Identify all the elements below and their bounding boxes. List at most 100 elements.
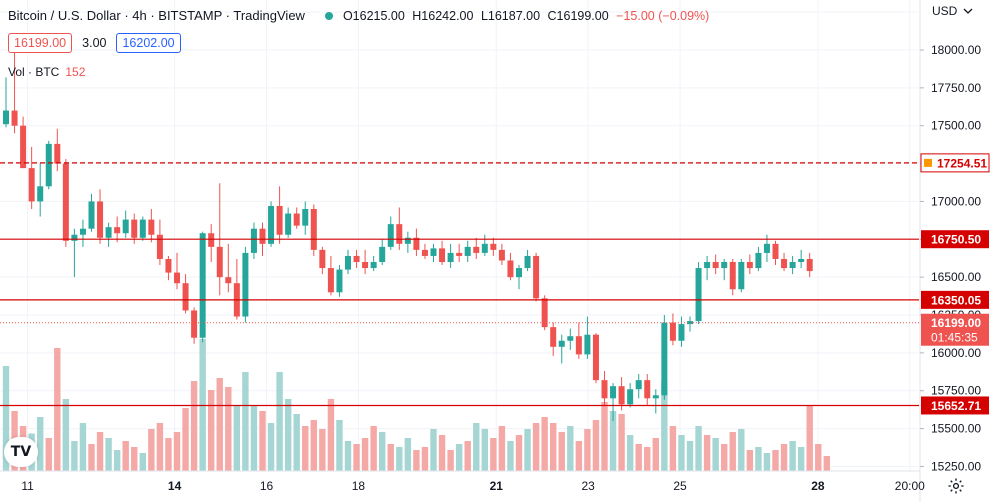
volume-bar xyxy=(609,411,617,471)
volume-bar xyxy=(481,429,488,471)
candle-body xyxy=(669,322,676,341)
time-tick-label: 28 xyxy=(811,479,825,493)
candle-body xyxy=(387,224,394,247)
candle-body xyxy=(302,208,309,226)
candle-body xyxy=(174,272,180,284)
volume-bar xyxy=(772,450,779,471)
volume-bar xyxy=(797,447,805,471)
candle-body xyxy=(310,208,317,250)
candle-body xyxy=(122,219,129,234)
candle-body xyxy=(20,125,27,169)
volume-bar xyxy=(678,435,685,471)
volume-bar xyxy=(541,417,548,471)
candle-body xyxy=(105,227,112,238)
candle-body xyxy=(148,219,155,235)
trade-buttons: 16199.00 3.00 16202.00 xyxy=(8,33,181,53)
candle-body xyxy=(268,205,275,244)
tradingview-logo[interactable]: TV xyxy=(4,437,38,467)
volume-bar xyxy=(413,450,420,471)
volume-bar xyxy=(567,426,574,471)
candle-body xyxy=(28,168,35,202)
candle-body xyxy=(481,243,488,253)
level-label: 15652.71 xyxy=(931,399,981,413)
volume-bar xyxy=(45,438,52,471)
volume-bar xyxy=(259,411,266,471)
candle-body xyxy=(293,213,300,226)
candle-body xyxy=(473,246,480,253)
ohlc-change: −15.00 (−0.09%) xyxy=(616,8,710,23)
time-tick-label: 16 xyxy=(260,479,274,493)
volume-bar xyxy=(302,426,309,471)
volume-bar xyxy=(618,414,625,471)
candle-body xyxy=(131,219,138,238)
sell-button[interactable]: 16199.00 xyxy=(8,33,73,53)
candle-body xyxy=(182,283,189,311)
volume-bar xyxy=(712,438,719,471)
candle-body xyxy=(618,386,625,405)
candle-body xyxy=(507,260,514,278)
volume-bar xyxy=(507,441,514,471)
volume-bar xyxy=(319,429,326,471)
candle-body xyxy=(71,234,78,241)
candle-body xyxy=(362,262,369,269)
candle-body xyxy=(404,237,411,244)
price-tick-label: 17000.00 xyxy=(931,194,981,208)
volume-bar xyxy=(336,420,343,471)
gear-icon[interactable] xyxy=(947,477,965,495)
candle-body xyxy=(11,110,18,126)
level-label: 16350.05 xyxy=(931,293,981,307)
candle-body xyxy=(721,262,728,269)
candle-body xyxy=(772,243,779,259)
volume-bar xyxy=(370,426,377,471)
candle-body xyxy=(345,255,351,270)
time-axis: 11 14 16 18 21 23 25 28 20:00 xyxy=(21,479,925,493)
candle-body xyxy=(353,255,360,263)
volume-bar xyxy=(113,450,121,471)
volume-bar xyxy=(755,447,762,471)
candle-body xyxy=(746,262,753,269)
volume-bar xyxy=(789,441,796,471)
volume-bar xyxy=(344,441,352,471)
volume-bar xyxy=(763,453,771,471)
candle-body xyxy=(704,262,711,269)
time-tick-label: 20:00 xyxy=(895,479,925,493)
candle-body xyxy=(165,258,172,273)
candle-body xyxy=(79,228,86,235)
volume-bar xyxy=(703,435,711,471)
volume-bar xyxy=(387,444,394,471)
candle-body xyxy=(430,248,437,256)
volume-bar xyxy=(575,441,583,471)
candle-body xyxy=(464,246,471,256)
candle-body xyxy=(225,277,232,284)
volume-bar xyxy=(54,348,61,471)
volume-bar xyxy=(88,444,95,471)
volume-bar xyxy=(729,432,736,471)
volume-bar xyxy=(225,387,232,471)
volume-bar xyxy=(165,438,172,471)
chart-header: Bitcoin / U.S. Dollar · 4h · BITSTAMP · … xyxy=(8,8,709,23)
volume-bar xyxy=(293,414,300,471)
candles xyxy=(3,49,813,422)
alert-marker xyxy=(924,158,932,167)
volume-bar xyxy=(669,426,677,471)
candle-body xyxy=(789,262,796,269)
volume-bar xyxy=(122,441,129,471)
volume-bar xyxy=(550,423,557,471)
buy-button[interactable]: 16202.00 xyxy=(116,33,181,53)
candle-body xyxy=(627,389,634,405)
candle-body xyxy=(199,233,206,338)
candle-body xyxy=(652,395,659,399)
volume-bar xyxy=(379,432,386,471)
chart-title: Bitcoin / U.S. Dollar · 4h · BITSTAMP · … xyxy=(8,8,305,23)
candle-body xyxy=(421,249,428,256)
volume-bar xyxy=(131,447,138,471)
currency-dropdown[interactable]: USD xyxy=(932,4,973,18)
candle-body xyxy=(533,255,540,299)
candle-body xyxy=(413,237,420,250)
candle-body xyxy=(490,243,497,250)
candle-body xyxy=(259,228,266,244)
ohlc-high: H16242.00 xyxy=(412,8,474,23)
ohlc-low: L16187.00 xyxy=(480,8,541,23)
level-label: 17254.51 xyxy=(937,156,987,170)
